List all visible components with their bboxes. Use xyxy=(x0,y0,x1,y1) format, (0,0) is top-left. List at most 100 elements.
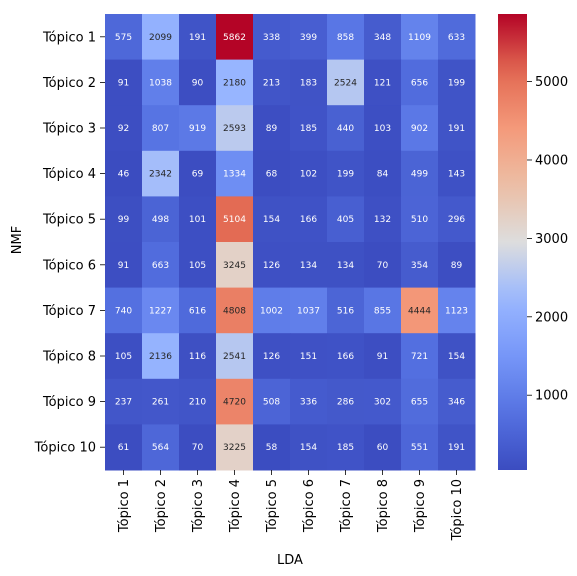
heatmap-cell xyxy=(327,424,365,471)
colorbar-tick-label: 2000 xyxy=(535,310,568,325)
heatmap-cell xyxy=(438,424,476,471)
cell-value-label: 4720 xyxy=(223,398,246,408)
x-tick-label: Tópico 7 xyxy=(339,479,354,533)
cell-value-label: 191 xyxy=(189,33,206,43)
cell-value-label: 516 xyxy=(337,306,354,316)
heatmap-cell xyxy=(253,424,291,471)
y-tick-label: Tópico 1 xyxy=(42,30,96,45)
heatmap-cell xyxy=(105,424,143,471)
cell-value-label: 90 xyxy=(192,78,204,88)
cell-value-label: 633 xyxy=(448,33,465,43)
cell-value-label: 58 xyxy=(266,443,278,453)
cell-value-label: 508 xyxy=(263,398,280,408)
cell-value-label: 858 xyxy=(337,33,354,43)
cell-value-label: 89 xyxy=(451,261,463,271)
cell-value-label: 740 xyxy=(115,306,132,316)
heatmap-cell xyxy=(364,424,402,471)
cell-value-label: 5104 xyxy=(223,215,246,225)
heatmap-cell xyxy=(327,333,365,380)
heatmap-cell xyxy=(142,59,180,106)
heatmap-cell xyxy=(216,14,254,61)
cell-value-label: 105 xyxy=(115,352,132,362)
cell-value-label: 510 xyxy=(411,215,428,225)
cell-value-label: 199 xyxy=(448,78,465,88)
cell-value-label: 46 xyxy=(118,170,130,180)
cell-value-label: 354 xyxy=(411,261,428,271)
heatmap-cell xyxy=(290,150,328,197)
heatmap-cell xyxy=(253,150,291,197)
x-axis-label: LDA xyxy=(277,553,303,568)
heatmap-cell xyxy=(253,378,291,425)
cell-value-label: 185 xyxy=(337,443,354,453)
heatmap-cell xyxy=(179,105,217,152)
cell-value-label: 191 xyxy=(448,124,465,134)
y-tick-label: Tópico 5 xyxy=(42,213,96,228)
heatmap-cell xyxy=(364,59,402,106)
cell-value-label: 902 xyxy=(411,124,428,134)
heatmap-cell xyxy=(327,105,365,152)
x-tick-label: Tópico 8 xyxy=(376,479,391,533)
cell-value-label: 338 xyxy=(263,33,280,43)
heatmap-cell xyxy=(179,333,217,380)
cell-value-label: 3245 xyxy=(223,261,246,271)
cell-value-label: 213 xyxy=(263,78,280,88)
cell-value-label: 70 xyxy=(192,443,204,453)
heatmap-cell xyxy=(142,14,180,61)
heatmap-cell xyxy=(290,242,328,289)
heatmap-cell xyxy=(253,333,291,380)
cell-value-label: 564 xyxy=(152,443,169,453)
x-tick-label: Tópico 2 xyxy=(154,479,169,533)
cell-value-label: 656 xyxy=(411,78,428,88)
heatmap-cell xyxy=(142,105,180,152)
cell-value-label: 154 xyxy=(300,443,317,453)
y-tick-label: Tópico 4 xyxy=(42,167,96,182)
cell-value-label: 3225 xyxy=(223,443,246,453)
cell-value-label: 91 xyxy=(377,352,388,362)
cell-value-label: 70 xyxy=(377,261,389,271)
x-axis-ticks: Tópico 1 Tópico 2 Tópico 3 Tópico 4 Tópico 5… xyxy=(117,470,465,541)
y-tick-label: Tópico 7 xyxy=(42,304,96,319)
heatmap-cell xyxy=(142,333,180,380)
cell-value-label: 191 xyxy=(448,443,465,453)
heatmap-cell xyxy=(364,196,402,243)
colorbar-tick-label: 3000 xyxy=(535,232,568,247)
cell-value-label: 166 xyxy=(300,215,317,225)
heatmap-cell xyxy=(216,150,254,197)
cell-value-label: 134 xyxy=(300,261,317,271)
heatmap-cell xyxy=(290,424,328,471)
heatmap-cell xyxy=(105,378,143,425)
heatmap-cell xyxy=(142,424,180,471)
heatmap-cell xyxy=(401,424,439,471)
heatmap-cell xyxy=(179,196,217,243)
cell-value-label: 126 xyxy=(263,352,280,362)
heatmap-cell xyxy=(290,287,328,334)
cell-value-label: 551 xyxy=(411,443,428,453)
x-tick-label: Tópico 10 xyxy=(450,479,465,541)
cell-value-label: 91 xyxy=(118,261,129,271)
cell-value-label: 405 xyxy=(337,215,354,225)
cell-value-label: 121 xyxy=(374,78,391,88)
heatmap-cell xyxy=(290,59,328,106)
cell-value-label: 151 xyxy=(300,352,317,362)
x-tick-label: Tópico 5 xyxy=(265,479,280,533)
heatmap-cell xyxy=(438,150,476,197)
cell-value-label: 103 xyxy=(374,124,391,134)
heatmap-cell xyxy=(105,196,143,243)
heatmap-cell xyxy=(364,333,402,380)
x-tick-label: Tópico 9 xyxy=(413,479,428,533)
heatmap-cell xyxy=(438,105,476,152)
heatmap-cell xyxy=(216,333,254,380)
cell-value-label: 61 xyxy=(118,443,129,453)
heatmap-cell xyxy=(364,378,402,425)
heatmap-cell xyxy=(179,59,217,106)
cell-value-label: 60 xyxy=(377,443,389,453)
heatmap-cell xyxy=(327,196,365,243)
cell-value-label: 399 xyxy=(300,33,317,43)
heatmap-cell xyxy=(216,105,254,152)
cell-value-label: 663 xyxy=(152,261,169,271)
cell-value-label: 89 xyxy=(266,124,278,134)
cell-value-label: 721 xyxy=(411,352,428,362)
heatmap-cell xyxy=(179,150,217,197)
heatmap-cell xyxy=(290,196,328,243)
